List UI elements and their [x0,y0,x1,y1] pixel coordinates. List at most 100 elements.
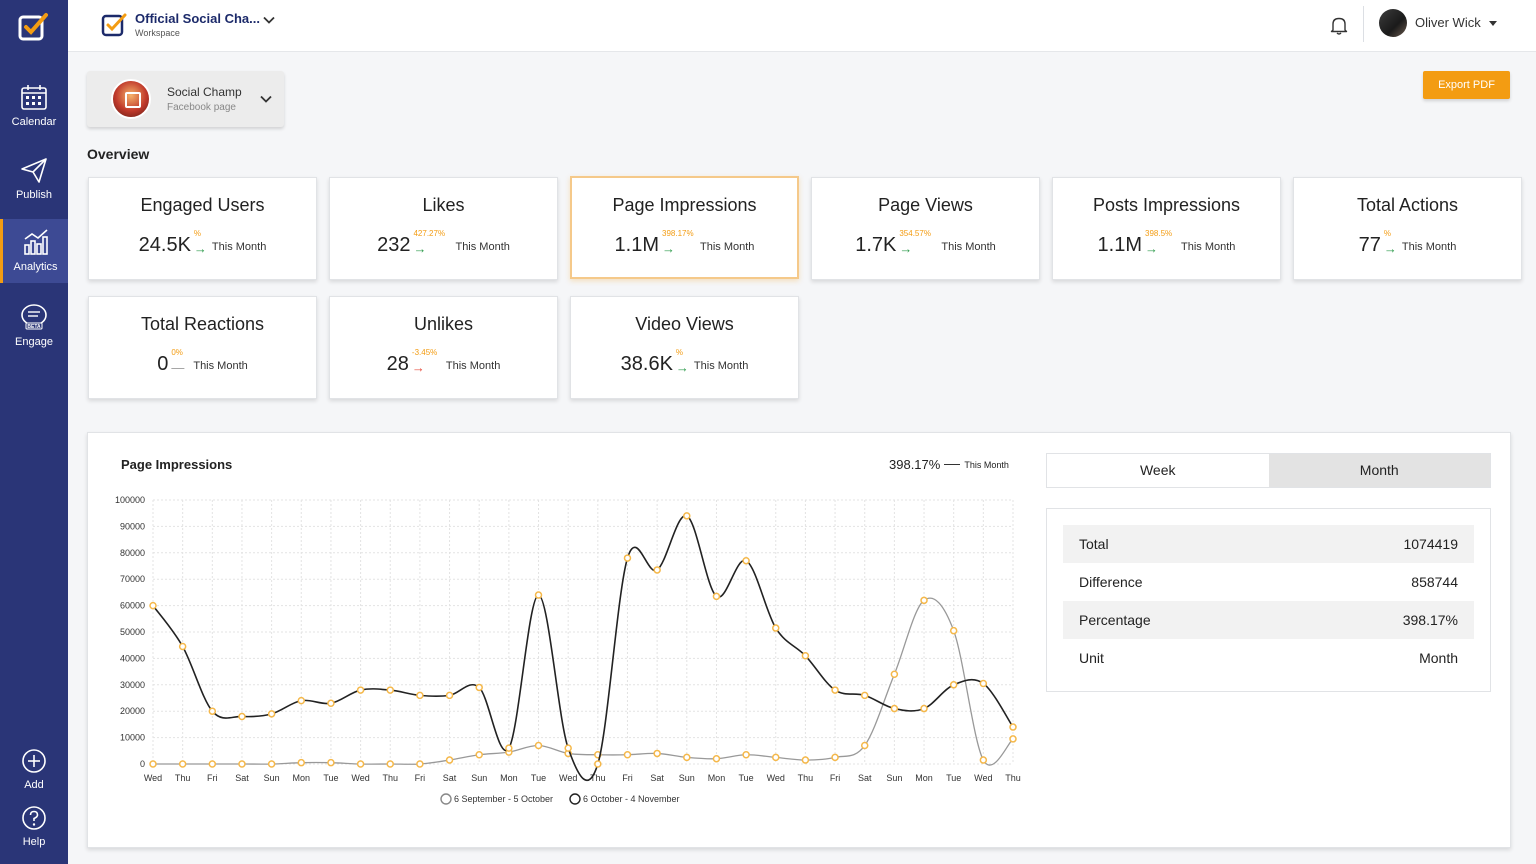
data-point [564,744,572,752]
metric-value: 232 [377,234,411,256]
data-point [742,556,750,565]
data-point [920,704,928,713]
data-point [178,760,187,768]
x-tick-label: Sat [443,773,457,783]
data-point [149,601,157,610]
nav-add[interactable]: Add [0,747,68,811]
data-point [386,760,394,768]
bell-icon[interactable] [1328,14,1350,41]
overview-heading: Overview [87,146,150,162]
data-point [327,758,335,767]
y-tick-label: 10000 [120,733,145,743]
data-point [505,744,513,752]
tab-week[interactable]: Week [1139,462,1176,478]
workspace-label: Workspace [135,28,180,38]
stat-row-unit: Unit Month [1063,639,1474,677]
metric-card-total-actions[interactable]: Total Actions 77 % → This Month [1293,177,1522,280]
x-tick-label: Sun [471,773,487,783]
metric-card-page-impressions[interactable]: Page Impressions 1.1M 398.17% → This Mont… [570,176,799,279]
x-tick-label: Fri [207,773,218,783]
plus-circle-icon [22,749,46,773]
stat-row-percentage: Percentage 398.17% [1063,601,1474,639]
workspace-name[interactable]: Official Social Cha... [135,11,260,26]
metric-card-unlikes[interactable]: Unlikes 28 -3.45% → This Month [329,296,558,399]
data-point [149,760,157,768]
nav-publish[interactable]: Publish [0,155,68,219]
data-point [623,751,632,759]
help-circle-icon [22,806,46,830]
y-tick-label: 80000 [120,548,145,558]
nav-calendar-label: Calendar [11,116,57,128]
data-point [979,679,988,688]
series-line-previous [153,597,1014,766]
period-tabs: Week Month [1046,453,1491,488]
data-point [594,760,602,768]
chat-beta-icon: BETA [21,304,47,330]
chart-title: Page Impressions [121,457,233,472]
nav-calendar[interactable]: Calendar [0,82,68,146]
arrow-right-icon: → [899,241,913,256]
data-point [238,760,246,768]
line-chart: 0 10000 20000 30000 40000 50000 60000 70000 8000… [115,495,1021,805]
paper-plane-icon [21,158,47,183]
x-tick-label: Fri [830,773,841,783]
metric-period: This Month [445,360,501,372]
data-point [772,753,780,762]
metric-card-total-reactions[interactable]: Total Reactions 0 0% — This Month [88,296,317,399]
data-point [712,754,721,763]
stat-row-total: Total 1074419 [1063,525,1474,563]
data-point [208,760,217,768]
x-tick-label: Wed [767,773,785,783]
stat-value: 1074419 [1403,536,1458,552]
legend-marker [569,793,581,805]
x-tick-label: Thu [798,773,814,783]
chart-summary: 398.17% This Month [889,457,1009,472]
metric-change: 398.17% [662,229,694,238]
caret-down-icon[interactable] [1489,21,1497,26]
data-point [297,758,306,767]
x-tick-label: Wed [144,773,162,783]
page-selector[interactable]: Social Champ Facebook page [87,71,284,127]
x-tick-label: Thu [1005,773,1021,783]
x-tick-label: Tue [323,773,338,783]
app-logo-icon[interactable] [17,10,51,44]
metric-value: 0 [157,353,169,375]
chevron-down-icon [259,92,273,111]
metric-period: This Month [700,241,755,253]
metric-period: This Month [941,241,996,253]
y-tick-label: 30000 [120,680,145,690]
metric-value: 38.6K [620,353,673,375]
chevron-down-icon[interactable] [262,13,276,32]
nav-publish-label: Publish [15,189,53,201]
metric-card-posts-impressions[interactable]: Posts Impressions 1.1M 398.5% → This Mont… [1052,177,1281,280]
metric-title: Posts Impressions [1092,195,1241,215]
y-tick-label: 50000 [120,627,145,637]
nav-analytics[interactable]: Analytics [0,219,68,283]
summary-percentage: 398.17% [889,457,941,472]
nav-help[interactable]: Help [0,804,68,864]
y-tick-label: 60000 [120,601,145,611]
data-point [683,753,691,762]
metric-change: -3.45% [411,348,438,357]
metric-card-video-views[interactable]: Video Views 38.6K % → This Month [570,296,799,399]
arrow-right-icon: → [675,360,689,375]
user-avatar[interactable] [1379,9,1407,37]
stat-label: Unit [1079,650,1104,666]
data-point [386,686,394,694]
dash-icon: — [171,360,185,375]
tab-month[interactable]: Month [1268,454,1490,487]
legend-marker [440,793,452,805]
user-name[interactable]: Oliver Wick [1415,15,1481,30]
nav-add-label: Add [24,779,44,791]
y-tick-label: 40000 [120,653,145,663]
export-pdf-button[interactable]: Export PDF [1423,71,1510,99]
nav-engage[interactable]: BETA Engage [0,302,68,366]
metric-card-likes[interactable]: Likes 232 427.27% → This Month [329,177,558,280]
data-point [653,749,661,758]
data-point [445,756,454,764]
metric-card-engaged-users[interactable]: Engaged Users 24.5K % → This Month [88,177,317,280]
metric-title: Likes [422,195,465,215]
metric-title: Engaged Users [140,195,265,215]
metric-card-page-views[interactable]: Page Views 1.7K 354.57% → This Month [811,177,1040,280]
x-tick-label: Mon [708,773,726,783]
